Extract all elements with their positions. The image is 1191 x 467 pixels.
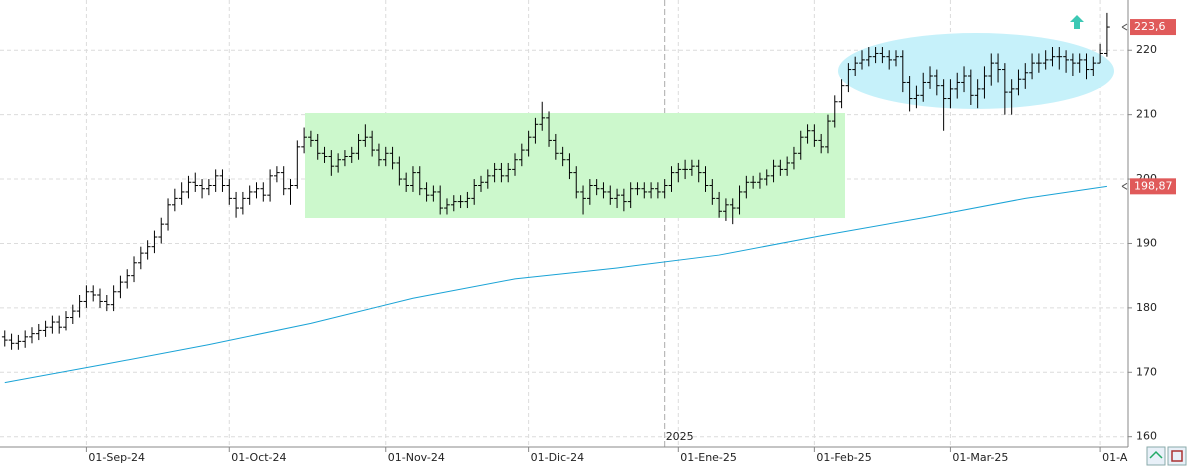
x-tick-label: 01-Mar-25	[952, 451, 1008, 464]
y-tick-label: 190	[1136, 236, 1157, 249]
price-pointer	[1121, 23, 1128, 31]
x-tick-label: 01-Ene-25	[680, 451, 737, 464]
up-arrow-icon	[1070, 15, 1084, 29]
range-box	[305, 113, 845, 218]
x-tick-label: 01-A	[1102, 451, 1128, 464]
save-icon	[1171, 450, 1183, 462]
price-label-box	[1130, 19, 1176, 36]
price-label-box	[1130, 178, 1176, 195]
plot	[1, 12, 1110, 384]
zoom-button[interactable]	[1146, 446, 1166, 466]
zoom-icon	[1149, 450, 1163, 459]
x-tick-label: 01-Oct-24	[231, 451, 286, 464]
save-button[interactable]	[1167, 446, 1187, 466]
x-tick-label: 01-Sep-24	[88, 451, 145, 464]
x-tick-label: 01-Dic-24	[531, 451, 585, 464]
price-pointer	[1121, 182, 1128, 190]
axes: 16017018019020021022001-Sep-2401-Oct-240…	[85, 19, 1176, 464]
x-tick-label: 01-Nov-24	[388, 451, 445, 464]
y-tick-label: 160	[1136, 430, 1157, 443]
price-label: 198,87	[1134, 179, 1173, 192]
year-label: 2025	[666, 430, 694, 443]
y-tick-label: 210	[1136, 108, 1157, 121]
y-tick-label: 180	[1136, 301, 1157, 314]
y-tick-label: 220	[1136, 43, 1157, 56]
x-tick-label: 01-Feb-25	[816, 451, 871, 464]
y-tick-label: 170	[1136, 365, 1157, 378]
moving-average-line	[4, 185, 1107, 384]
range-ellipse	[838, 33, 1114, 109]
price-label: 223,6	[1134, 20, 1166, 33]
